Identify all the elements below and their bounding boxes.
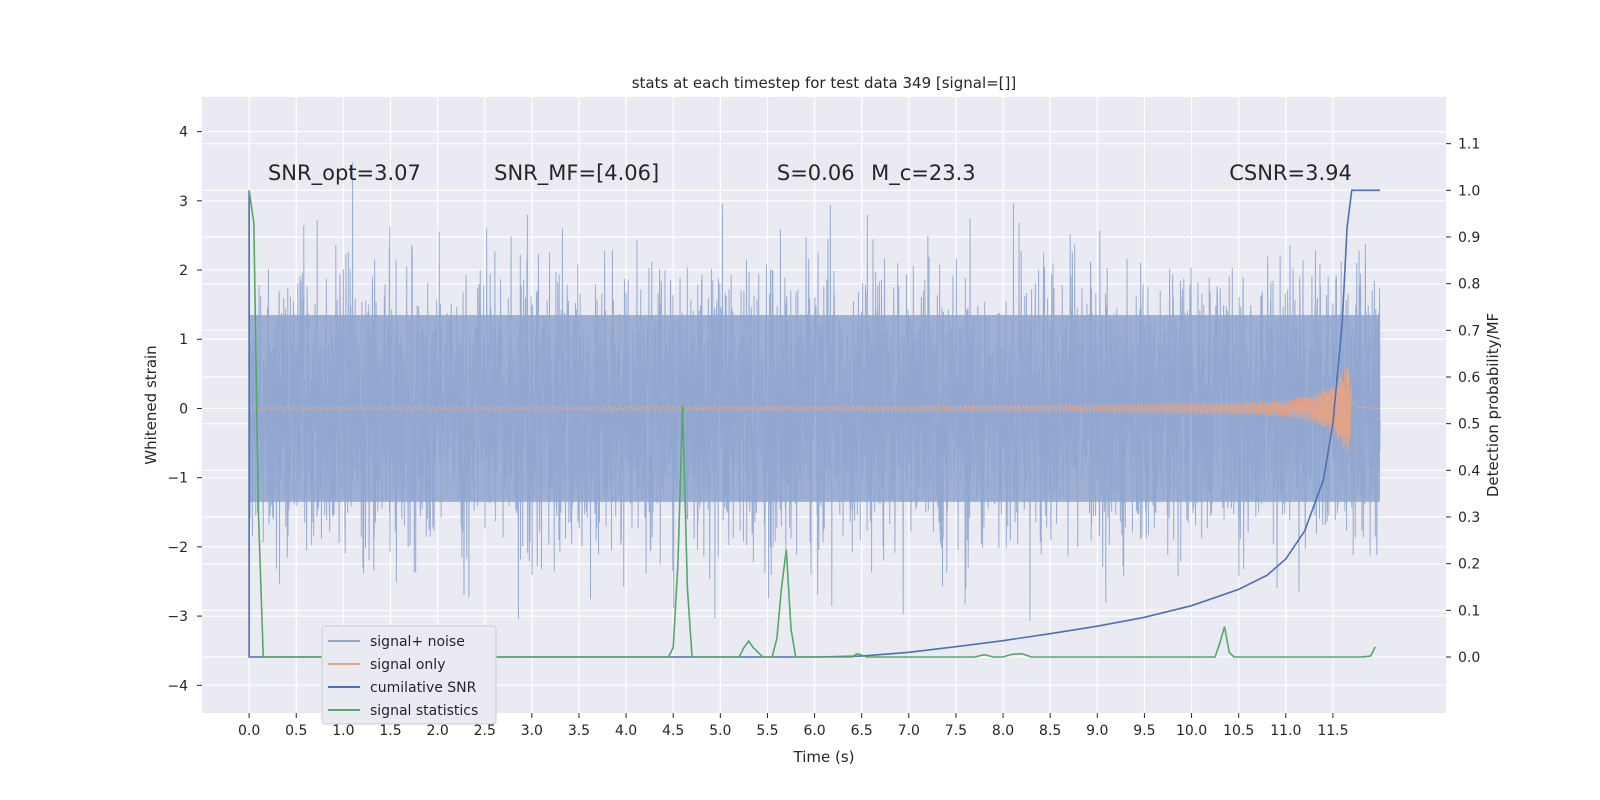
y2-tick-label: 0.1 [1458,603,1480,619]
annotation-csnr: CSNR=3.94 [1229,161,1352,185]
legend: signal+ noise signal only cumilative SNR… [321,625,497,725]
x-tick-label: 7.0 [898,723,920,739]
y2-tick-label: 1.1 [1458,137,1480,153]
x-tick-label: 0.5 [285,723,307,739]
y2-tick-label: 0.4 [1458,463,1480,479]
x-tick-label: 2.5 [474,723,496,739]
signal-statistics-line [248,190,1377,658]
y2-tick-label: 0.0 [1458,650,1480,666]
annotation-s-value: S=0.06 [777,161,855,185]
x-tick-label: 11.5 [1317,723,1348,739]
x-tick-label: 3.5 [568,723,590,739]
y-tick-label: 2 [179,263,188,279]
y-tick-label: −4 [167,678,188,694]
y2-tick-label: 0.9 [1458,230,1480,246]
signal-only-series [248,364,1381,452]
legend-label-cumulative-snr: cumilative SNR [370,680,477,696]
annotation-snr-mf: SNR_MF=[4.06] [494,161,659,186]
signal-only-line [248,364,1381,452]
x-tick-label: 5.0 [709,723,731,739]
x-tick-label: 4.5 [662,723,684,739]
x-tick-label: 8.0 [992,723,1014,739]
y-tick-label: 3 [179,194,188,210]
y-tick-label: 0 [179,401,188,417]
x-tick-label: 1.5 [379,723,401,739]
legend-label-signal-noise: signal+ noise [370,634,465,650]
x-tick-label: 7.5 [945,723,967,739]
signal-statistics-series [248,190,1377,658]
x-tick-label: 2.0 [426,723,448,739]
chart-title: stats at each timestep for test data 349… [632,74,1017,92]
x-tick-label: 9.0 [1086,723,1108,739]
cumulative-snr-series [248,189,1381,658]
y2-tick-label: 0.3 [1458,510,1480,526]
x-tick-label: 4.0 [615,723,637,739]
annotation-mc-value: M_c=23.3 [871,161,976,186]
y2-axis-label: Detection probability/MF [1484,313,1502,497]
x-tick-label: 8.5 [1039,723,1061,739]
x-ticks: 0.0 0.5 1.0 1.5 2.0 2.5 3.0 3.5 4.0 4.5 5.0 5.5 6.0 6… [238,713,1348,739]
y2-ticks: 1.1 1.0 0.9 0.8 0.7 0.6 0.5 0.4 0.3 0.2 0.1 0.0 [1446,137,1480,666]
x-tick-label: 5.5 [756,723,778,739]
y-tick-label: −2 [167,540,188,556]
x-tick-label: 1.0 [332,723,354,739]
annotation-snr-opt: SNR_opt=3.07 [268,161,421,186]
y2-tick-label: 0.5 [1458,417,1480,433]
x-tick-label: 3.0 [521,723,543,739]
y2-tick-label: 0.2 [1458,557,1480,573]
x-tick-label: 0.0 [238,723,260,739]
annotations: SNR_opt=3.07 SNR_MF=[4.06] S=0.06 M_c=23.3 C… [268,161,1352,186]
y2-tick-label: 0.8 [1458,277,1480,293]
y-tick-label: −1 [167,471,188,487]
legend-label-signal-statistics: signal statistics [370,703,478,719]
y-ticks: 4 3 2 1 0 −1 −2 −3 −4 [167,125,202,694]
x-tick-label: 11.0 [1270,723,1301,739]
y-axis-label: Whitened strain [142,345,160,464]
x-tick-label: 6.5 [851,723,873,739]
x-tick-label: 6.0 [803,723,825,739]
x-axis-label: Time (s) [793,748,855,766]
y-tick-label: 4 [179,125,188,141]
y2-tick-label: 0.7 [1458,323,1480,339]
legend-box [321,625,497,725]
x-tick-label: 10.5 [1223,723,1254,739]
cumulative-snr-line [248,189,1381,658]
y2-tick-label: 1.0 [1458,183,1480,199]
x-tick-label: 9.5 [1133,723,1155,739]
y-tick-label: −3 [167,609,188,625]
x-tick-label: 10.0 [1176,723,1207,739]
legend-label-signal-only: signal only [370,657,445,673]
y2-tick-label: 0.6 [1458,370,1480,386]
y-tick-label: 1 [179,332,188,348]
